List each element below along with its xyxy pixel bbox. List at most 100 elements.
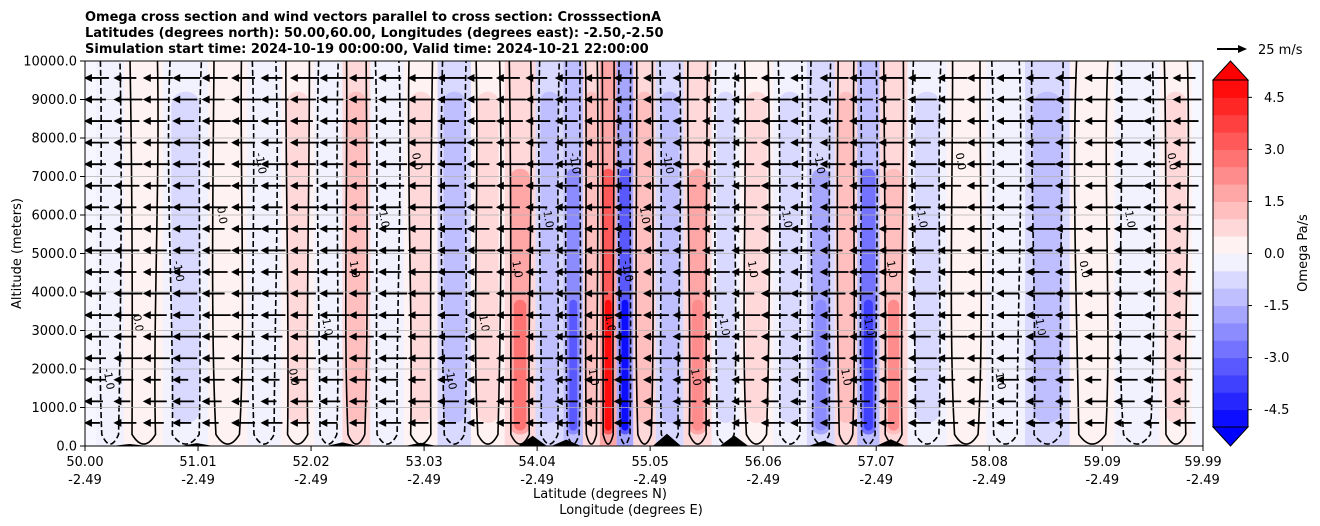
wind-vector-arrowhead [231, 117, 240, 126]
wind-vector-arrowhead [878, 332, 887, 341]
wind-vector-arrowhead [201, 73, 210, 82]
colorbar-tick-label: 0.0 [1264, 247, 1285, 262]
contour-label: -1.0 [861, 313, 878, 336]
wind-vector-arrowhead [289, 289, 298, 298]
wind-vector-arrowhead [348, 418, 357, 427]
wind-vector-arrowhead [790, 117, 799, 126]
x-tick-label-longitude: -2.49 [1186, 473, 1220, 488]
wind-vector-arrowhead [878, 160, 887, 169]
wind-vector-arrowhead [584, 73, 593, 82]
wind-vector-arrowhead [348, 311, 357, 320]
wind-vector-arrowhead [1113, 181, 1122, 190]
wind-vector-arrowhead [348, 203, 357, 212]
wind-vector-arrowhead [878, 246, 887, 255]
wind-vector-arrowhead [142, 95, 151, 104]
wind-vector-arrowhead [436, 418, 445, 427]
wind-vector-arrowhead [1054, 73, 1063, 82]
wind-vector-arrowhead [319, 311, 328, 320]
wind-vector-arrowhead [260, 117, 269, 126]
contour-line [809, 61, 832, 445]
wind-vector-arrowhead [554, 160, 563, 169]
wind-vector-arrowhead [584, 181, 593, 190]
wind-vector-arrowhead [1143, 397, 1152, 406]
wind-vector-arrowhead [995, 332, 1004, 341]
wind-vector-arrowhead [672, 289, 681, 298]
wind-vector-arrowhead [142, 246, 151, 255]
wind-vector-arrowhead [348, 224, 357, 233]
wind-vector-arrowhead [760, 354, 769, 363]
wind-vector-arrowhead [525, 95, 534, 104]
colorbar-tick-label: 3.0 [1264, 143, 1285, 158]
wind-vector-arrowhead [260, 203, 269, 212]
x-tick-label-latitude: 59.09 [1084, 455, 1121, 470]
wind-vector-arrowhead [436, 332, 445, 341]
wind-vector-arrowhead [642, 138, 651, 147]
wind-vector-arrowhead [113, 203, 122, 212]
omega-band-core [253, 91, 275, 423]
wind-vector-arrowhead [378, 73, 387, 82]
wind-vector-arrowhead [142, 203, 151, 212]
wind-vector-arrowhead [819, 418, 828, 427]
wind-vector-arrowhead [760, 246, 769, 255]
wind-vector-arrowhead [1172, 246, 1181, 255]
wind-vector-arrowhead [819, 160, 828, 169]
wind-vector-arrowhead [319, 332, 328, 341]
wind-vector-arrowhead [525, 224, 534, 233]
wind-vector-arrowhead [1143, 418, 1152, 427]
wind-vector-arrowhead [613, 181, 622, 190]
y-tick-label: 2000.0 [32, 363, 78, 378]
wind-vector-arrowhead [1084, 181, 1093, 190]
wind-vector-arrowhead [1143, 95, 1152, 104]
wind-vector-arrowhead [613, 418, 622, 427]
wind-vector-arrowhead [466, 354, 475, 363]
wind-vector-arrowhead [495, 117, 504, 126]
wind-vector-arrowhead [1113, 354, 1122, 363]
wind-vector-arrowhead [201, 138, 210, 147]
wind-vector-arrowhead [1143, 160, 1152, 169]
contour-label: 0.0 [130, 313, 146, 332]
wind-vector-arrowhead [584, 117, 593, 126]
wind-vector-arrowhead [525, 117, 534, 126]
wind-vector-arrowhead [172, 375, 181, 384]
wind-vector-arrowhead [937, 375, 946, 384]
wind-vector-arrowhead [819, 289, 828, 298]
wind-vector-arrowhead [1025, 354, 1034, 363]
y-tick-label: 7000.0 [32, 170, 78, 185]
wind-vector-arrowhead [819, 267, 828, 276]
wind-vector-arrowhead [260, 95, 269, 104]
contour-line [537, 61, 561, 445]
omega-band-core [586, 91, 597, 423]
omega-band-core [376, 91, 398, 423]
wind-vector-arrowhead [760, 117, 769, 126]
wind-vector-arrowhead [113, 246, 122, 255]
omega-band-core [215, 91, 241, 423]
wind-vector-arrowhead [1084, 332, 1093, 341]
wind-vector-arrowhead [319, 160, 328, 169]
wind-vector-arrowhead [201, 418, 210, 427]
wind-vector-arrowhead [731, 267, 740, 276]
wind-vector-arrowhead [142, 117, 151, 126]
wind-vector-arrowhead [790, 73, 799, 82]
x-tick-label-longitude: -2.49 [859, 473, 893, 488]
wind-vector-arrowhead [731, 418, 740, 427]
wind-vector-arrowhead [701, 311, 710, 320]
wind-vector-arrowhead [731, 117, 740, 126]
contour-line [635, 61, 654, 445]
colorbar-segment [1213, 114, 1248, 133]
wind-vector-arrowhead [172, 354, 181, 363]
wind-vector-arrowhead [848, 203, 857, 212]
wind-vector-arrowhead [1113, 246, 1122, 255]
colorbar-tick-label: 1.5 [1264, 195, 1285, 210]
wind-vector-arrowhead [584, 397, 593, 406]
wind-vector-arrowhead [1084, 224, 1093, 233]
wind-vector-arrowhead [642, 354, 651, 363]
omega-band-core [1077, 91, 1107, 423]
wind-vector-arrowhead [760, 203, 769, 212]
wind-vector-arrowhead [260, 375, 269, 384]
wind-vector-arrowhead [907, 354, 916, 363]
omega-band-core [347, 91, 366, 423]
x-axis-label-longitude: Longitude (degrees E) [559, 503, 703, 518]
wind-vector-arrowhead [907, 203, 916, 212]
contour-line [601, 61, 615, 445]
wind-vector-arrowhead [1113, 95, 1122, 104]
